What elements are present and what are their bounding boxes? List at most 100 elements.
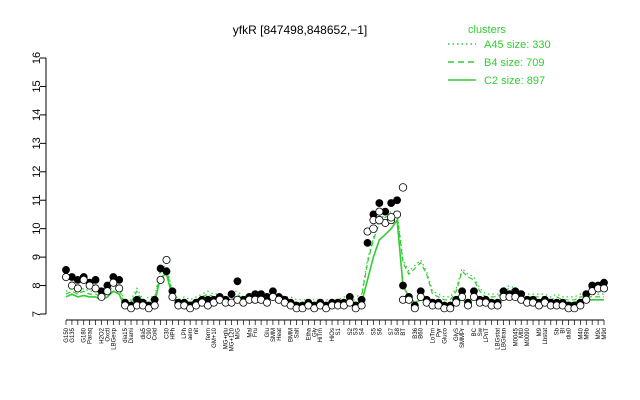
x-tick-label: LPnT [484, 328, 490, 343]
chart-title: yfkR [847498,848652,−1] [233, 23, 367, 37]
data-point-open [493, 301, 502, 310]
x-tick-label: G150 [64, 327, 70, 342]
x-tick-label: C30 [165, 327, 171, 339]
x-tick-label: Gly [312, 328, 318, 337]
x-tick-label: Paraq [88, 328, 94, 344]
x-tick-label: H2O2 [99, 327, 105, 343]
x-tick-label: Heat [277, 328, 283, 341]
x-tick-label: Sb [555, 327, 561, 335]
x-tick-label: G135 [70, 327, 76, 342]
data-point-filled [227, 290, 236, 298]
x-tick-label: M9d [602, 328, 608, 340]
x-tick-label: dia0 [567, 327, 573, 339]
data-point-open [97, 292, 106, 301]
data-point-open [375, 207, 384, 216]
data-point-filled [393, 196, 401, 205]
x-tick-label: Etha [306, 327, 312, 340]
data-point-open [156, 275, 165, 284]
data-point-open [576, 301, 585, 310]
data-point-open [410, 304, 419, 313]
data-point-open [458, 292, 467, 301]
x-tick-label: M9c [596, 328, 602, 339]
x-tick-label: MG+120 [230, 327, 236, 351]
data-point-open [469, 292, 478, 301]
y-tick-label: 11 [31, 195, 43, 206]
x-tick-label: Cold [153, 328, 159, 340]
x-tick-label: S8 [395, 327, 401, 335]
data-point-open [115, 284, 124, 293]
legend-entry-label: A45 size: 330 [484, 39, 551, 51]
x-tick-label: Mal [247, 328, 253, 338]
x-tick-label: HiTm [318, 328, 324, 342]
x-tick-label: Fru [253, 328, 259, 337]
x-tick-label: aero [188, 327, 194, 340]
data-point-open [452, 298, 461, 307]
x-tick-label: MG+glu [224, 328, 230, 349]
data-point-filled [233, 277, 242, 286]
data-point-open [62, 273, 71, 282]
data-point-filled [62, 266, 70, 274]
x-tick-label: Lbstat [543, 328, 549, 345]
data-point-open [73, 284, 82, 293]
x-tick-label: S3 [354, 327, 360, 335]
x-tick-label: SMMPr [460, 328, 466, 348]
data-point-filled [162, 267, 171, 276]
x-tick-label: B60 [419, 327, 425, 338]
data-point-open [386, 213, 396, 222]
y-tick-label: 9 [31, 254, 43, 260]
data-point-open [582, 295, 591, 304]
data-point-open [398, 183, 408, 192]
y-axis: 7 8 9 10 11 12 13 14 15 16 [31, 52, 47, 317]
legend-title: clusters [468, 24, 506, 36]
x-tick-label: S7 [389, 327, 395, 335]
data-point-open [357, 301, 366, 310]
x-tick-label: LoTm [431, 328, 437, 343]
data-point-filled [91, 275, 100, 284]
y-tick-label: 10 [31, 223, 43, 235]
data-point-open [404, 295, 413, 304]
x-tick-label: LPh [182, 328, 188, 339]
x-tick-label: S2 [348, 327, 354, 335]
data-point-open [446, 304, 455, 313]
data-point-open [345, 298, 354, 307]
x-tick-label: S4 [360, 327, 366, 335]
x-tick-label: HPh [170, 328, 176, 340]
data-point-open [375, 215, 384, 225]
x-tick-label: M40 [578, 327, 584, 339]
data-point-open [150, 301, 159, 310]
x-tick-label: dia15 [123, 327, 129, 342]
data-point-filled [363, 238, 372, 247]
data-points [62, 183, 609, 313]
x-tick-label: Sw [478, 327, 484, 336]
x-tick-label: M0090 [525, 327, 531, 346]
y-tick-label: 15 [31, 80, 43, 92]
y-tick-label: 16 [31, 52, 43, 64]
x-tick-label: Gluco [442, 327, 448, 343]
x-tick-label: BC [472, 327, 478, 336]
legend-entry-label: B4 size: 709 [484, 57, 545, 69]
data-point-open [103, 287, 112, 296]
y-tick-label: 7 [31, 311, 43, 317]
x-tick-label: GM+10 [212, 327, 218, 348]
x-tick-label: BT [401, 328, 407, 336]
x-tick-label: M0045 [513, 327, 519, 346]
x-tick-label: G180 [82, 327, 88, 342]
x-tick-label: Pyr [436, 328, 442, 337]
x-tick-label: B36 [413, 327, 419, 338]
x-tick-label: S5 [371, 327, 377, 335]
x-tick-label: LBGstat [496, 328, 502, 350]
x-tick-label: LBGtran [501, 328, 507, 350]
x-tick-label: SMM [271, 328, 277, 342]
x-tick-label: Glu [265, 328, 271, 337]
x-tick-label: LBGexp [111, 327, 117, 349]
x-tick-label: M/G [235, 328, 241, 340]
data-point-filled [375, 199, 384, 207]
x-tick-label: Salt [295, 328, 301, 339]
x-tick-label: dia5 [141, 327, 147, 339]
x-tick-label: M9b [584, 327, 590, 339]
x-tick-label: S6 [377, 327, 383, 335]
data-point-open [91, 284, 100, 293]
y-tick-label: 13 [31, 137, 43, 149]
x-tick-label: Mt0 [519, 327, 525, 338]
